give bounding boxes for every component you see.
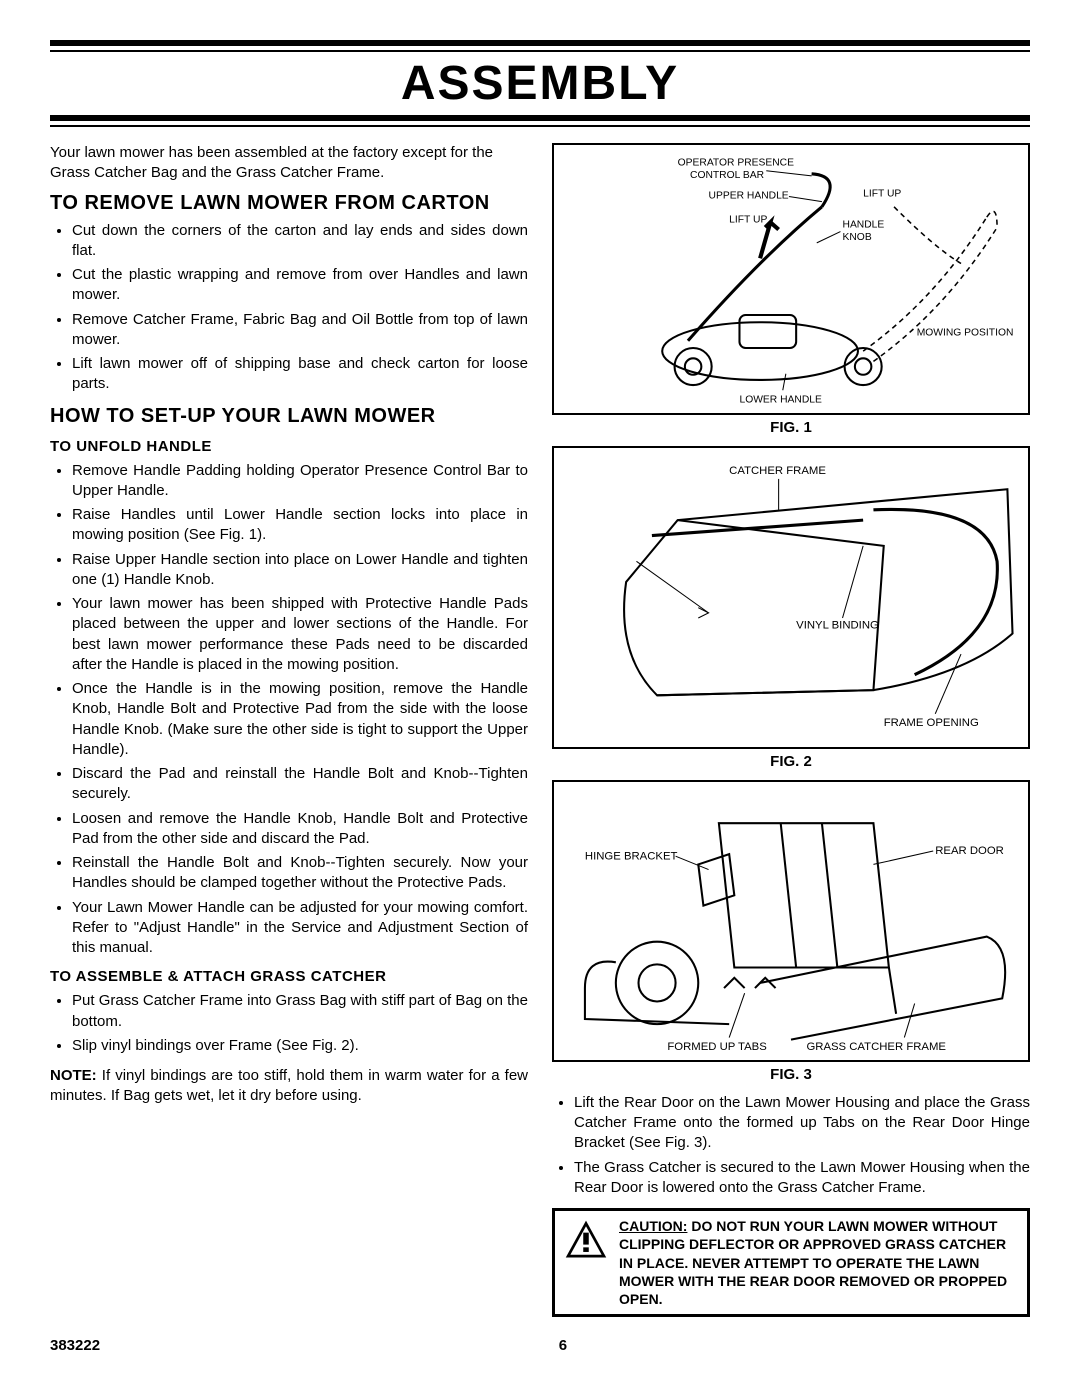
list-item: Cut the plastic wrapping and remove from… [72, 265, 528, 306]
warning-icon [563, 1217, 609, 1268]
list-item: Raise Upper Handle section into place on… [72, 550, 528, 591]
list-item: Lift lawn mower off of shipping base and… [72, 354, 528, 395]
fig3-caption: FIG. 3 [552, 1066, 1030, 1083]
intro-text: Your lawn mower has been assembled at th… [50, 143, 528, 184]
section1-heading: TO REMOVE LAWN MOWER FROM CARTON [50, 192, 528, 215]
page-number: 6 [559, 1337, 567, 1354]
fig3-label: FORMED UP TABS [667, 1041, 767, 1053]
list-item: Your lawn mower has been shipped with Pr… [72, 594, 528, 675]
figure-3: HINGE BRACKET REAR DOOR FORMED [552, 780, 1030, 1062]
fig1-label: CONTROL BAR [690, 170, 764, 181]
section1-list: Cut down the corners of the carton and l… [50, 221, 528, 395]
right-bullets: Lift the Rear Door on the Lawn Mower Hou… [552, 1093, 1030, 1198]
part-number: 383222 [50, 1337, 100, 1354]
page-title: ASSEMBLY [50, 56, 1030, 111]
note-body: If vinyl bindings are too stiff, hold th… [50, 1067, 528, 1104]
list-item: Loosen and remove the Handle Knob, Handl… [72, 809, 528, 850]
list-item: Discard the Pad and reinstall the Handle… [72, 764, 528, 805]
fig1-label: HANDLE [843, 219, 885, 230]
unfold-handle-heading: TO UNFOLD HANDLE [50, 438, 528, 455]
fig3-label: REAR DOOR [935, 845, 1004, 857]
list-item: The Grass Catcher is secured to the Lawn… [574, 1158, 1030, 1199]
page-footer: 383222 6 . [50, 1337, 1030, 1354]
figure-2: CATCHER FRAME VINYL BINDING FRAME OPENIN… [552, 446, 1030, 749]
list-item: Slip vinyl bindings over Frame (See Fig.… [72, 1036, 528, 1056]
fig1-label: OPERATOR PRESENCE [678, 158, 794, 169]
list-item: Raise Handles until Lower Handle section… [72, 505, 528, 546]
list-item: Once the Handle is in the mowing positio… [72, 679, 528, 760]
fig2-label: CATCHER FRAME [729, 465, 826, 477]
fig1-label: LOWER HANDLE [739, 395, 822, 406]
fig1-label: LIFT UP [863, 189, 901, 200]
fig1-label: UPPER HANDLE [709, 191, 789, 202]
note-text: NOTE: If vinyl bindings are too stiff, h… [50, 1066, 528, 1107]
list-item: Lift the Rear Door on the Lawn Mower Hou… [574, 1093, 1030, 1154]
caution-label: CAUTION: [619, 1218, 687, 1234]
section2-heading: HOW TO SET-UP YOUR LAWN MOWER [50, 405, 528, 428]
top-rule [50, 40, 1030, 52]
grass-catcher-heading: TO ASSEMBLE & ATTACH GRASS CATCHER [50, 968, 528, 985]
list-item: Your Lawn Mower Handle can be adjusted f… [72, 898, 528, 959]
fig1-label: LIFT UP [729, 214, 767, 225]
fig1-label: KNOB [843, 232, 872, 243]
fig3-label: GRASS CATCHER FRAME [806, 1041, 946, 1053]
fig2-label: FRAME OPENING [884, 717, 979, 729]
note-label: NOTE: [50, 1067, 97, 1084]
caution-box: CAUTION: DO NOT RUN YOUR LAWN MOWER WITH… [552, 1208, 1030, 1317]
list-item: Cut down the corners of the carton and l… [72, 221, 528, 262]
list-item: Reinstall the Handle Bolt and Knob--Tigh… [72, 853, 528, 894]
figure-1: OPERATOR PRESENCE CONTROL BAR UPPER HAND… [552, 143, 1030, 415]
fig2-label: VINYL BINDING [796, 619, 879, 631]
fig2-caption: FIG. 2 [552, 753, 1030, 770]
fig1-caption: FIG. 1 [552, 419, 1030, 436]
unfold-handle-list: Remove Handle Padding holding Operator P… [50, 461, 528, 959]
fig1-label: MOWING POSITION [917, 328, 1014, 339]
grass-catcher-list: Put Grass Catcher Frame into Grass Bag w… [50, 991, 528, 1056]
fig3-label: HINGE BRACKET [585, 850, 678, 862]
left-column: Your lawn mower has been assembled at th… [50, 143, 528, 1317]
caution-text: CAUTION: DO NOT RUN YOUR LAWN MOWER WITH… [619, 1217, 1019, 1308]
list-item: Put Grass Catcher Frame into Grass Bag w… [72, 991, 528, 1032]
content-columns: Your lawn mower has been assembled at th… [50, 143, 1030, 1317]
list-item: Remove Catcher Frame, Fabric Bag and Oil… [72, 310, 528, 351]
list-item: Remove Handle Padding holding Operator P… [72, 461, 528, 502]
right-column: OPERATOR PRESENCE CONTROL BAR UPPER HAND… [552, 143, 1030, 1317]
title-bottom-rule [50, 115, 1030, 127]
